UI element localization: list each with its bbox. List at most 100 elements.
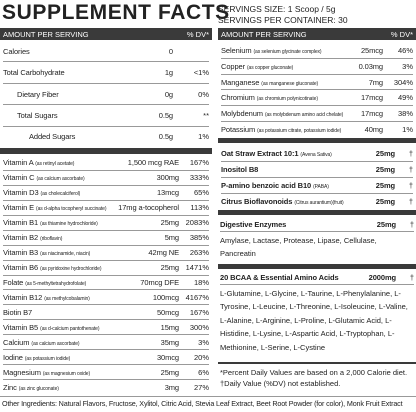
daily-value: 49%	[397, 93, 413, 103]
nutrient-name: Vitamin B3	[3, 248, 39, 258]
nutrient-note: (as 5-methyltetrahydrofolate)	[25, 280, 87, 287]
amount: 42mg NE	[148, 248, 179, 258]
nutrient-note: (as molybdenum amino acid chelate)	[264, 112, 344, 119]
vitamins-section: Vitamin A (as retinyl acetate) 1,500 mcg …	[0, 156, 212, 394]
facts-row: Vitamin A (as retinyl acetate) 1,500 mcg …	[3, 156, 209, 171]
nutrient: Calcium (as calcium ascorbate)	[3, 338, 161, 347]
amount: 15mg	[160, 322, 179, 332]
nutrient-note: (as d-alpha tocopheryl succinate)	[36, 206, 107, 213]
nutrient: Vitamin B6 (as pyridoxine hydrochloride)	[3, 263, 161, 272]
facts-row: Digestive Enzymes 25mg †	[220, 218, 414, 232]
nutrient: Copper (as copper gluconate)	[221, 62, 359, 71]
nutrient-name: Chromium	[221, 93, 255, 103]
amount: 3mg	[164, 382, 179, 392]
nutrient: Vitamin E (as d-alpha tocopheryl succina…	[3, 203, 118, 212]
facts-row: Calcium (as calcium ascorbate) 35mg 3%	[3, 335, 209, 351]
facts-row: Vitamin C (as calcium ascorbate) 300mg 333…	[3, 171, 209, 186]
facts-row: Vitamin E (as d-alpha tocopheryl succina…	[3, 201, 209, 216]
facts-row: Calories 0	[3, 41, 209, 63]
facts-row: Vitamin B2 (riboflavin) 5mg 385%	[3, 231, 209, 246]
nutrient-note: (as cholecalciferol)	[40, 191, 81, 198]
daily-value: 113%	[190, 203, 209, 213]
nutrient: Dietary Fiber	[17, 90, 165, 99]
amount: 13mcg	[156, 188, 179, 198]
nutrient-name: Calories	[3, 46, 30, 56]
nutrient-note: (as magnesium oxide)	[42, 370, 91, 377]
amount: 0.5g	[158, 110, 173, 120]
amount: 70mcg DFE	[140, 277, 179, 287]
facts-row: Iodine (as potassium iodide) 30mcg 20%	[3, 350, 209, 366]
daily-value: 3%	[198, 337, 209, 347]
minerals-section: Selenium (as selenium glycinate complex)…	[218, 43, 416, 137]
nutrient-name: Vitamin D3	[3, 188, 39, 198]
nutrient-name: Calcium	[3, 337, 30, 347]
amount: 300mg	[156, 173, 180, 183]
amount: 25mg	[375, 149, 395, 158]
nutrient-note: (Avena Sativa)	[300, 152, 332, 158]
facts-row: Inositol B8 25mg †	[221, 162, 413, 178]
nutrient: Potassium (as potassium citrate, potassi…	[221, 125, 365, 134]
amount: 17mcg	[360, 93, 383, 103]
column-header: AMOUNT PER SERVING % DV*	[0, 28, 212, 40]
daily-value: 6%	[198, 367, 209, 377]
daily-value: 1%	[198, 132, 209, 142]
amount: 0.03mg	[358, 61, 384, 71]
daily-value: 0%	[198, 89, 209, 99]
nutrient-note: (Citrus aurantium)(fruit)	[294, 200, 344, 206]
daily-value: 385%	[189, 233, 209, 243]
amount: 50mcg	[156, 307, 179, 317]
daily-value: **	[203, 110, 209, 120]
daily-value: 304%	[393, 77, 413, 87]
footnote: *Percent Daily Values are based on a 2,0…	[220, 368, 408, 377]
nutrient-name: Total Carbohydrate	[3, 68, 65, 78]
nutrient-note: (PABA)	[313, 184, 329, 190]
facts-row: Potassium (as potassium citrate, potassi…	[221, 122, 413, 137]
nutrient-name: Total Sugars	[17, 110, 58, 120]
daily-value: 1471%	[185, 263, 209, 273]
nutrient: Added Sugars	[29, 132, 159, 141]
amount: 17mcg	[360, 109, 383, 119]
nutrient: Vitamin B5 (as d-calcium pantothenate)	[3, 323, 161, 332]
divider	[218, 210, 416, 215]
nutrient-name: Oat Straw Extract 10:1	[221, 149, 299, 158]
nutrient-note: (as thiamine hydrochloride)	[40, 221, 98, 228]
column-header: AMOUNT PER SERVING % DV*	[218, 28, 416, 40]
amount: 40mg	[364, 125, 383, 135]
nutrient-name: Zinc	[3, 382, 17, 392]
nutrient-name: Vitamin B6	[3, 263, 39, 273]
amount: 25mg	[160, 367, 179, 377]
nutrient: Inositol B8	[221, 165, 376, 174]
nutrient-name: Added Sugars	[29, 132, 76, 142]
divider	[218, 264, 416, 269]
nutrient: Calories	[3, 47, 169, 56]
nutrient: Molybdenum (as molybdenum amino acid che…	[221, 109, 361, 118]
daily-value: 167%	[189, 158, 209, 168]
amount: 0	[168, 46, 173, 56]
amount: 1,500 mcg RAE	[127, 158, 179, 168]
amount: 0g	[164, 89, 173, 99]
facts-row: Biotin B7 50mcg 167%	[3, 305, 209, 321]
nutrient-name: Iodine	[3, 352, 23, 362]
daily-value: †	[408, 181, 413, 190]
daily-value: 27%	[193, 382, 209, 392]
daily-value: 4167%	[185, 292, 209, 302]
nutrient: Digestive Enzymes	[220, 220, 377, 229]
facts-row: Total Carbohydrate 1g <1%	[3, 62, 209, 84]
daily-value: 18%	[193, 277, 209, 287]
amount: 2000mg	[368, 273, 396, 282]
amino-ingredients: L-Glutamine, L-Glycine, L-Taurine, L-Phe…	[220, 289, 408, 352]
serving-size: SERVINGS SIZE: 1 Scoop / 5g	[218, 4, 336, 14]
nutrient-note: (as selenium glycinate complex)	[253, 48, 322, 55]
amount: 25mg	[375, 197, 395, 206]
nutrient-name: Dietary Fiber	[17, 89, 59, 99]
amount: 0.5g	[158, 132, 173, 142]
nutrient: Folate (as 5-methyltetrahydrofolate)	[3, 278, 140, 287]
divider	[218, 362, 416, 364]
nutrient-name: Vitamin B2	[3, 233, 39, 243]
facts-row-wrap: Digestive Enzymes 25mg †	[220, 218, 414, 232]
nutrient-note: (as d-calcium pantothenate)	[40, 325, 100, 332]
amount: 25mg	[160, 218, 179, 228]
nutrient-note: (as chromium polynicotinate)	[256, 96, 318, 103]
nutrient-note: (as niacinamide, niacin)	[40, 251, 91, 258]
